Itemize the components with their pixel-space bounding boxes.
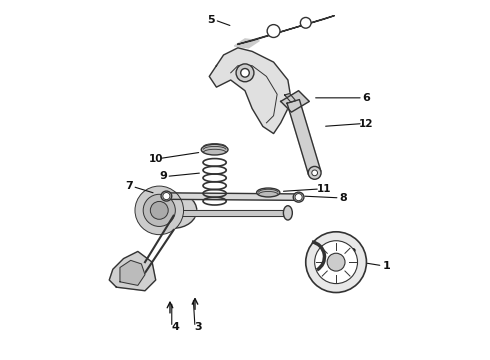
Polygon shape: [173, 210, 288, 216]
Circle shape: [143, 194, 175, 226]
Text: 6: 6: [363, 93, 370, 103]
Polygon shape: [281, 91, 309, 112]
Polygon shape: [238, 16, 334, 44]
Circle shape: [163, 193, 170, 200]
Polygon shape: [285, 94, 295, 102]
Text: 1: 1: [382, 261, 390, 271]
Polygon shape: [209, 48, 292, 134]
Text: 7: 7: [125, 181, 133, 192]
Ellipse shape: [150, 193, 197, 228]
Polygon shape: [109, 251, 156, 291]
Circle shape: [295, 194, 302, 201]
Text: 3: 3: [195, 322, 202, 332]
Text: 2: 2: [348, 248, 356, 258]
Polygon shape: [167, 193, 298, 201]
Text: 8: 8: [340, 193, 347, 203]
Polygon shape: [120, 260, 145, 285]
Text: 11: 11: [317, 184, 331, 194]
Polygon shape: [287, 100, 321, 175]
Ellipse shape: [161, 191, 172, 201]
Text: 12: 12: [359, 118, 374, 129]
Circle shape: [300, 18, 311, 28]
Circle shape: [327, 253, 345, 271]
Circle shape: [241, 68, 249, 77]
Circle shape: [236, 64, 254, 82]
Circle shape: [308, 166, 321, 179]
Ellipse shape: [201, 144, 228, 155]
Text: 10: 10: [148, 154, 163, 163]
Text: 4: 4: [172, 322, 179, 332]
Ellipse shape: [293, 192, 304, 202]
Circle shape: [267, 24, 280, 37]
Text: 5: 5: [207, 15, 215, 25]
Ellipse shape: [257, 188, 280, 197]
Polygon shape: [234, 39, 259, 48]
Circle shape: [312, 170, 318, 176]
Ellipse shape: [283, 206, 293, 220]
Circle shape: [150, 202, 168, 219]
Circle shape: [315, 241, 358, 284]
Circle shape: [306, 232, 367, 293]
Circle shape: [135, 186, 184, 235]
Text: 9: 9: [159, 171, 167, 181]
